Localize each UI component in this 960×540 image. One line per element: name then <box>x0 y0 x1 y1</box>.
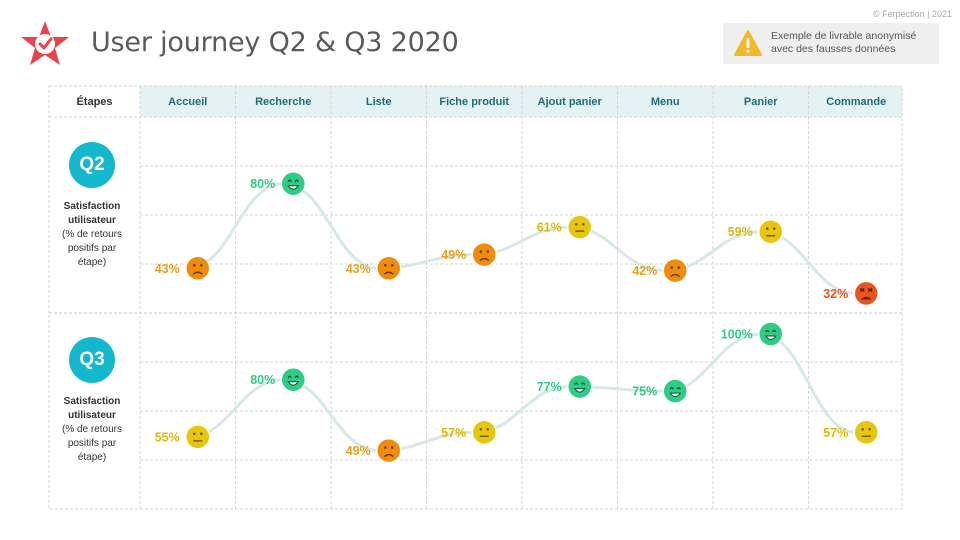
row-label-q3: Q3 Satisfaction utilisateur (% de retour… <box>47 337 137 465</box>
data-point <box>471 419 497 446</box>
stage-label: Accueil <box>168 96 207 108</box>
row-label-q2: Q2 Satisfaction utilisateur (% de retour… <box>47 142 137 270</box>
check-icon <box>38 37 53 50</box>
row-subtitle: (% de retours positifs par étape) <box>61 229 123 268</box>
q3-badge: Q3 <box>69 337 115 383</box>
warning-icon <box>734 30 762 56</box>
data-label: 80% <box>250 177 275 191</box>
star-logo <box>21 21 69 65</box>
data-label: 55% <box>155 430 180 444</box>
data-point <box>376 255 402 282</box>
data-point <box>471 241 497 268</box>
notice-box: Exemple de livrable anonymisé avec des f… <box>723 23 939 64</box>
stage-label: Liste <box>366 96 392 108</box>
data-point <box>662 378 688 404</box>
grid <box>48 85 903 510</box>
data-point <box>185 424 211 450</box>
data-point <box>662 257 688 284</box>
q2-badge: Q2 <box>69 142 115 188</box>
data-point <box>853 419 879 446</box>
data-point <box>376 437 402 464</box>
data-point <box>567 214 593 240</box>
data-label: 80% <box>250 373 275 387</box>
row-subtitle: (% de retours positifs par étape) <box>61 424 123 463</box>
row-description: Satisfaction utilisateur (% de retours p… <box>47 395 137 465</box>
data-point <box>567 373 593 400</box>
data-label: 100% <box>721 328 753 342</box>
stage-label: Menu <box>651 96 680 108</box>
data-label: 59% <box>728 225 753 239</box>
page-title: User journey Q2 & Q3 2020 <box>91 27 459 58</box>
table-border <box>48 85 903 510</box>
marks: 43% 80% 43% 49% 61% 42% 59% 32% 55% 80% 49% 57% 77% 7… <box>155 170 879 464</box>
data-label: 42% <box>632 264 657 278</box>
stage-headers: Étapes Accueil Recherche Liste Fiche produit… <box>76 95 886 108</box>
stage-label: Panier <box>744 96 778 108</box>
data-label: 43% <box>346 262 371 276</box>
data-point <box>280 170 306 197</box>
data-point <box>758 218 784 245</box>
row-title: Satisfaction utilisateur <box>63 201 121 226</box>
stage-label: Recherche <box>255 96 311 108</box>
row-description: Satisfaction utilisateur (% de retours p… <box>47 200 137 270</box>
data-label: 57% <box>823 426 848 440</box>
data-label: 32% <box>823 287 848 301</box>
data-point <box>758 321 784 347</box>
row-title: Satisfaction utilisateur <box>63 396 121 421</box>
notice-text: Exemple de livrable anonymisé avec des f… <box>771 30 917 55</box>
data-label: 61% <box>537 221 562 235</box>
copyright: © Ferpection | 2021 <box>872 9 952 19</box>
data-label: 77% <box>537 380 562 394</box>
data-label: 49% <box>346 444 371 458</box>
data-label: 49% <box>441 248 466 262</box>
data-point <box>280 366 306 393</box>
stage-label: Fiche produit <box>439 96 509 108</box>
data-label: 75% <box>632 385 657 399</box>
data-point <box>185 255 211 282</box>
etapes-header: Étapes <box>76 95 112 108</box>
stage-label: Commande <box>826 96 886 108</box>
stage-label: Ajout panier <box>538 96 603 108</box>
header-background <box>140 86 902 117</box>
data-label: 43% <box>155 262 180 276</box>
data-label: 57% <box>441 426 466 440</box>
data-point <box>853 280 879 307</box>
